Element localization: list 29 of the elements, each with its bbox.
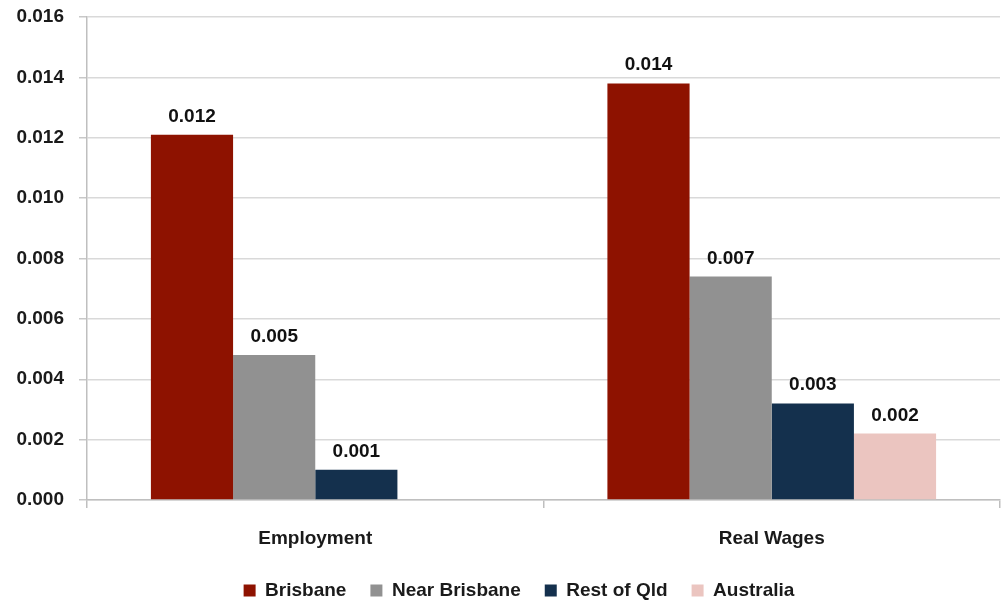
data-label: 0.007 — [706, 246, 755, 268]
bar — [150, 134, 234, 500]
bar — [233, 355, 316, 500]
legend-label: Near Brisbane — [391, 578, 521, 600]
data-label: 0.005 — [250, 325, 299, 347]
bar — [607, 83, 690, 500]
y-tick-label: 0.014 — [16, 65, 65, 87]
legend-label: Rest of Qld — [566, 578, 668, 600]
bar — [689, 276, 772, 500]
bar — [771, 403, 854, 500]
y-tick-label: 0.012 — [16, 125, 64, 147]
data-label: 0.002 — [871, 403, 919, 425]
y-tick-label: 0.016 — [16, 5, 64, 27]
y-tick-label: 0.002 — [16, 427, 64, 449]
bar — [853, 433, 937, 500]
y-tick-label: 0.006 — [16, 307, 64, 329]
x-tick-label: Real Wages — [718, 526, 825, 548]
y-tick-label: 0.004 — [16, 367, 65, 389]
legend-label: Brisbane — [265, 578, 347, 600]
data-label: 0.003 — [789, 373, 837, 395]
x-tick-label: Employment — [258, 526, 373, 548]
data-label: 0.012 — [168, 104, 216, 126]
data-label: 0.014 — [624, 53, 673, 75]
y-tick-label: 0.008 — [16, 246, 64, 268]
bar — [315, 469, 398, 500]
y-tick-label: 0.010 — [16, 186, 64, 208]
legend-label: Australia — [713, 578, 795, 600]
y-tick-label: 0.000 — [16, 488, 64, 510]
data-label: 0.001 — [332, 439, 381, 461]
